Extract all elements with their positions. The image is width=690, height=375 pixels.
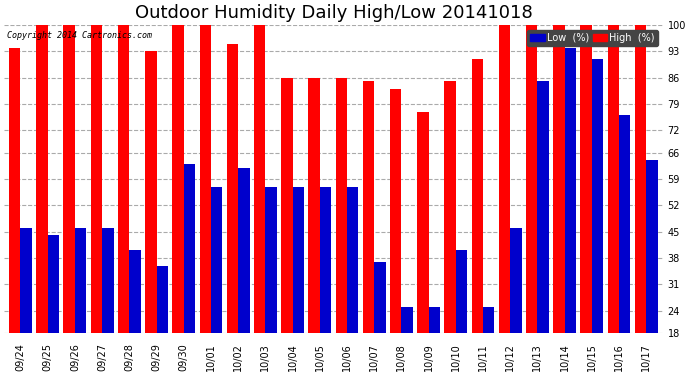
- Bar: [564, 48, 576, 375]
- Bar: [538, 81, 549, 375]
- Bar: [647, 160, 658, 375]
- Bar: [335, 78, 347, 375]
- Bar: [227, 44, 238, 375]
- Bar: [363, 81, 374, 375]
- Bar: [308, 78, 319, 375]
- Bar: [63, 25, 75, 375]
- Bar: [428, 307, 440, 375]
- Bar: [553, 25, 564, 375]
- Bar: [347, 187, 358, 375]
- Bar: [580, 25, 592, 375]
- Bar: [254, 25, 266, 375]
- Title: Outdoor Humidity Daily High/Low 20141018: Outdoor Humidity Daily High/Low 20141018: [135, 4, 532, 22]
- Bar: [471, 59, 483, 375]
- Bar: [37, 25, 48, 375]
- Bar: [199, 25, 211, 375]
- Bar: [374, 262, 386, 375]
- Bar: [499, 25, 510, 375]
- Bar: [157, 266, 168, 375]
- Bar: [266, 187, 277, 375]
- Bar: [319, 187, 331, 375]
- Bar: [510, 228, 522, 375]
- Bar: [48, 236, 59, 375]
- Bar: [635, 25, 647, 375]
- Bar: [619, 115, 631, 375]
- Bar: [102, 228, 114, 375]
- Bar: [21, 228, 32, 375]
- Bar: [75, 228, 86, 375]
- Bar: [172, 25, 184, 375]
- Bar: [238, 168, 250, 375]
- Bar: [417, 111, 428, 375]
- Bar: [402, 307, 413, 375]
- Bar: [145, 51, 157, 375]
- Bar: [608, 25, 619, 375]
- Bar: [444, 81, 456, 375]
- Text: Copyright 2014 Cartronics.com: Copyright 2014 Cartronics.com: [8, 31, 152, 40]
- Legend: Low  (%), High  (%): Low (%), High (%): [527, 30, 658, 46]
- Bar: [9, 48, 21, 375]
- Bar: [118, 25, 129, 375]
- Bar: [526, 25, 538, 375]
- Bar: [456, 251, 467, 375]
- Bar: [184, 164, 195, 375]
- Bar: [483, 307, 495, 375]
- Bar: [293, 187, 304, 375]
- Bar: [592, 59, 603, 375]
- Bar: [390, 89, 402, 375]
- Bar: [281, 78, 293, 375]
- Bar: [90, 25, 102, 375]
- Bar: [211, 187, 222, 375]
- Bar: [129, 251, 141, 375]
